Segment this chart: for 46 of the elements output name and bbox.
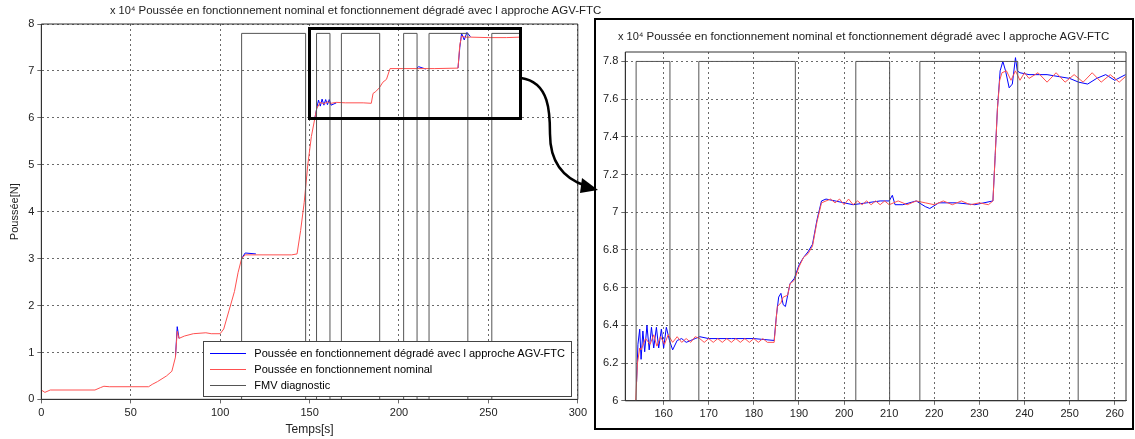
y-tick-label: 0 bbox=[28, 392, 35, 405]
x-tick-label: 170 bbox=[699, 407, 718, 420]
x-tick-label: 250 bbox=[1060, 407, 1079, 420]
y-tick-label: 6.8 bbox=[602, 243, 619, 255]
y-tick-label: 2 bbox=[28, 298, 35, 311]
x-tick-label: 160 bbox=[654, 407, 673, 420]
x-tick-label: 190 bbox=[789, 407, 809, 420]
y-tick-label: 6.6 bbox=[602, 280, 619, 293]
y-axis-title: Poussée[N] bbox=[7, 183, 20, 241]
y-tick-label: 1 bbox=[28, 345, 35, 358]
x-tick-label: 0 bbox=[38, 406, 45, 419]
x-tick-label: 240 bbox=[1015, 407, 1034, 420]
x-tick-label: 230 bbox=[970, 407, 989, 420]
chart-title: Poussée en fonctionnement nominal et fonctionnement dégradé avec l approche AGV-FTC bbox=[646, 30, 1110, 42]
y-tick-label: 6.4 bbox=[602, 318, 619, 331]
y-tick-label: 8 bbox=[28, 17, 35, 30]
x-tick-label: 210 bbox=[880, 407, 899, 420]
legend-label: Poussée en fonctionnement dégradé avec l approche AGV-FTC bbox=[254, 347, 565, 359]
y-tick-label: 7.4 bbox=[602, 129, 619, 142]
legend-label: Poussée en fonctionnement nominal bbox=[254, 363, 433, 375]
y-tick-label: 7 bbox=[612, 205, 619, 218]
y-tick-label: 6 bbox=[612, 393, 619, 406]
x-tick-label: 150 bbox=[300, 406, 319, 419]
text: x 10⁴ bbox=[110, 4, 136, 16]
y-tick-label: 6 bbox=[28, 110, 35, 123]
y-tick-label: 7.6 bbox=[602, 92, 619, 105]
x-tick-label: 180 bbox=[744, 407, 764, 420]
y-tick-label: 5 bbox=[28, 157, 35, 170]
chart-title: Poussée en fonctionnement nominal et fonctionnement dégradé avec l approche AGV-FTC bbox=[138, 4, 602, 16]
legend-label: FMV diagnostic bbox=[254, 379, 331, 391]
x-tick-label: 100 bbox=[210, 406, 230, 419]
y-tick-label: 7.2 bbox=[602, 167, 619, 180]
x-tick-label: 300 bbox=[568, 406, 587, 419]
y-tick-label: 7.8 bbox=[602, 54, 619, 67]
y-tick-label: 3 bbox=[28, 251, 35, 264]
x-tick-label: 220 bbox=[925, 407, 944, 420]
x-axis-title: Temps[s] bbox=[285, 422, 334, 437]
x-tick-label: 200 bbox=[389, 406, 409, 419]
x-tick-label: 200 bbox=[834, 407, 854, 420]
y-tick-label: 4 bbox=[28, 204, 35, 217]
x-tick-label: 250 bbox=[479, 406, 498, 419]
x-tick-label: 260 bbox=[1105, 407, 1124, 420]
y-tick-label: 6.2 bbox=[602, 356, 619, 369]
text: x 10⁴ bbox=[618, 30, 644, 42]
x-tick-label: 50 bbox=[124, 406, 137, 419]
y-tick-label: 7 bbox=[28, 63, 35, 76]
